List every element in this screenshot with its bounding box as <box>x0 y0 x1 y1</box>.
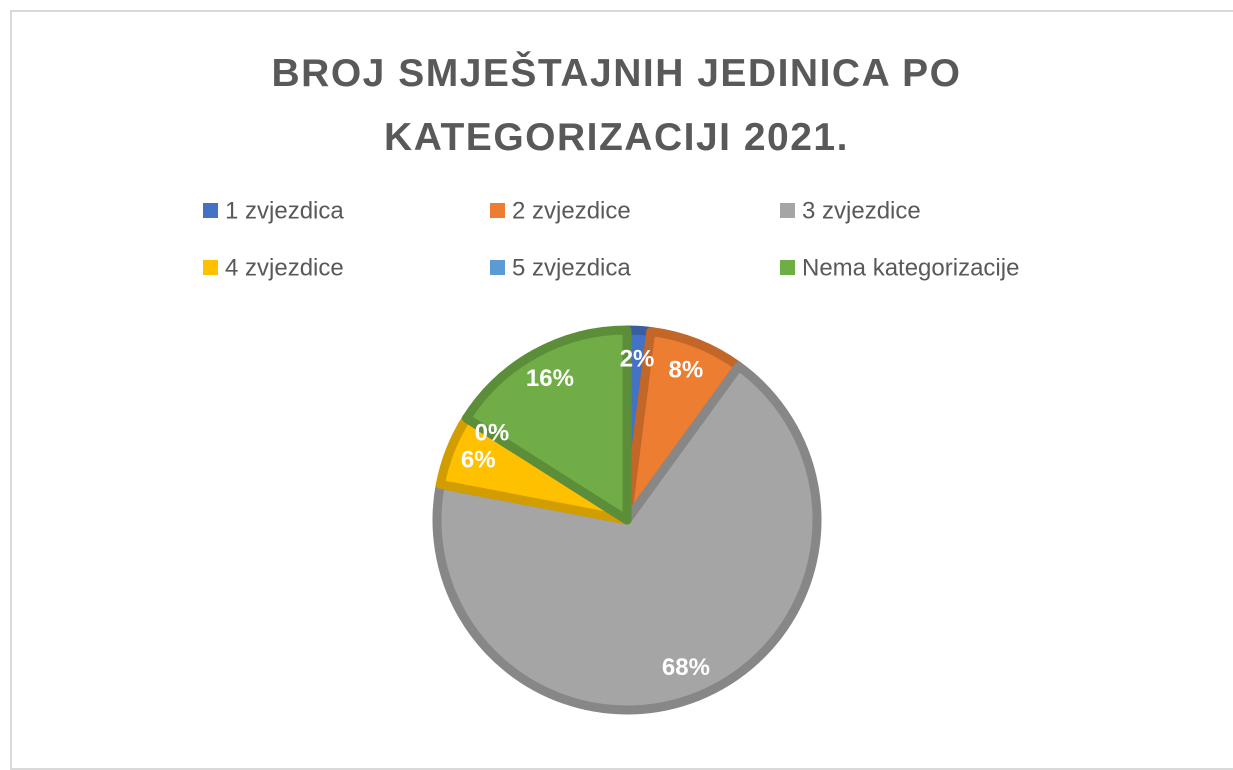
chart: 1 zvjezdica 2 zvjezdice 3 zvjezdice 4 zvjez… <box>203 197 1019 715</box>
legend-swatch <box>490 260 505 275</box>
data-label: 2% <box>620 346 655 373</box>
legend-swatch <box>490 203 505 218</box>
data-label: 6% <box>461 446 496 473</box>
legend-label: Nema kategorizacije <box>802 254 1019 281</box>
legend-label: 4 zvjezdice <box>225 254 344 281</box>
page: {"chart_data": {"type": "pie", "title": … <box>0 10 1233 770</box>
pie-slice <box>432 361 822 715</box>
title-wrap: BROJ SMJEŠTAJNIH JEDINICA PO KATEGORIZAC… <box>0 42 1233 170</box>
legend-label: 1 zvjezdica <box>225 197 344 224</box>
legend-swatch <box>780 203 795 218</box>
data-label: 16% <box>526 365 574 392</box>
data-label: 68% <box>662 654 710 681</box>
data-label: 8% <box>669 357 704 384</box>
legend-label: 2 zvjezdice <box>512 197 631 224</box>
legend-swatch <box>203 260 218 275</box>
pie-slice <box>462 325 632 525</box>
legend-swatch <box>203 203 218 218</box>
legend-label: 5 zvjezdica <box>512 254 631 281</box>
legend-swatch <box>780 260 795 275</box>
data-label: 0% <box>475 420 510 447</box>
chart-title: BROJ SMJEŠTAJNIH JEDINICA PO KATEGORIZAC… <box>271 52 962 159</box>
legend-label: 3 zvjezdice <box>802 197 921 224</box>
